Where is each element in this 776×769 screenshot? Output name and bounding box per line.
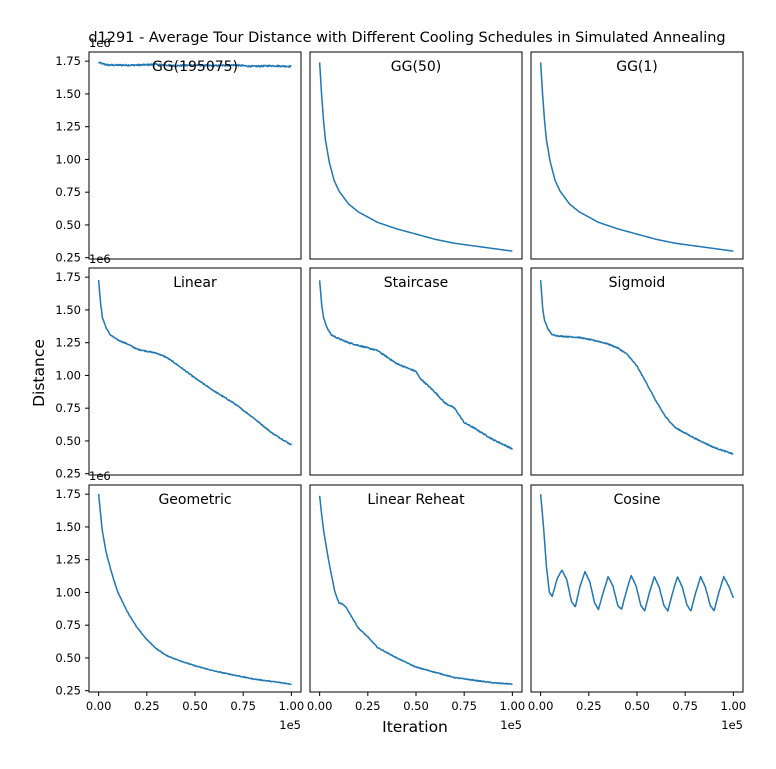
y-tick-label: 1.00 [55,368,81,382]
y-tick-label: 0.75 [55,618,81,632]
x-tick-label: 0.75 [451,699,477,713]
x-tick-label: 1.00 [500,699,526,713]
x-tick-label: 0.50 [624,699,650,713]
y-tick-label: 0.50 [55,434,81,448]
panel-geometric: Geometric 0.25 0.50 0.75 1.00 1.25 1.50 1.75 1e6… [55,469,304,732]
panel-title: GG(195075) [152,59,238,75]
series-line-gg-1 [539,62,734,252]
y-offset-label: 1e6 [89,469,111,483]
panel-title: Linear Reheat [367,492,465,508]
figure-title: d1291 - Average Tour Distance with Diffe… [88,30,725,46]
y-tick-label: 1.50 [55,520,81,534]
x-tick-label: 0.00 [528,699,554,713]
y-tick-label: 1.75 [55,54,81,68]
panel-linear: Linear 0.25 0.50 0.75 1.00 1.25 1.50 1.75 1e6 [55,252,302,481]
y-tick-label: 0.50 [55,218,81,232]
panel-frame [530,51,744,260]
x-offset-label: 1e5 [721,718,743,732]
series-line-geometric [97,493,292,686]
y-tick-label: 1.50 [55,87,81,101]
y-tick-label: 0.50 [55,651,81,665]
x-tick-label: 0.00 [307,699,333,713]
y-tick-label: 1.75 [55,270,81,284]
y-tick-label: 0.75 [55,401,81,415]
y-tick-label: 0.25 [55,467,81,481]
x-tick-label: 0.50 [182,699,208,713]
x-tick-label: 0.75 [230,699,256,713]
x-tick-label: 0.25 [134,699,160,713]
y-tick-label: 1.00 [55,152,81,166]
x-tick-label: 1.00 [279,699,305,713]
series-line-gg-195075 [98,61,292,68]
y-tick-label: 1.75 [55,487,81,501]
panel-frame [88,51,302,260]
panel-linear-reheat: Linear Reheat 0.00 0.25 0.50 0.75 1.00 1e5 [307,484,526,732]
series-line-staircase [318,280,514,450]
panel-title: GG(50) [391,59,441,75]
series-line-linear-reheat [318,495,513,686]
series-line-sigmoid [539,279,734,455]
panel-frame [309,267,523,476]
y-tick-label: 1.25 [55,336,81,350]
y-tick-label: 0.75 [55,185,81,199]
series-line-cosine [539,494,735,612]
panel-frame [309,51,523,260]
y-offset-label: 1e6 [89,36,111,50]
y-tick-label: 1.50 [55,303,81,317]
series-line-gg-50 [318,62,513,252]
panel-frame [530,267,744,476]
panel-title: GG(1) [616,59,658,75]
x-tick-label: 0.75 [672,699,698,713]
panel-title: Sigmoid [609,275,666,291]
x-tick-label: 0.00 [86,699,112,713]
y-tick-label: 1.00 [55,585,81,599]
x-tick-label: 0.25 [355,699,381,713]
panel-staircase: Staircase [309,267,523,476]
y-tick-label: 1.25 [55,553,81,567]
panel-title: Staircase [384,275,448,291]
series-line-linear [97,280,293,446]
panel-title: Cosine [613,492,660,508]
panel-gg-50: GG(50) [309,51,523,260]
panel-gg-1: GG(1) [530,51,744,260]
x-tick-label: 0.25 [576,699,602,713]
panels-group: GG(195075) 0.25 0.50 0.75 1.00 1.25 1.50 1.75 1e… [55,36,746,732]
panel-title: Geometric [158,492,231,508]
x-tick-label: 0.50 [403,699,429,713]
panel-gg-195075: GG(195075) 0.25 0.50 0.75 1.00 1.25 1.50 1.75 1e… [55,36,302,265]
x-axis-label: Iteration [382,718,448,736]
x-offset-label: 1e5 [500,718,522,732]
panel-frame [88,267,302,476]
x-offset-label: 1e5 [279,718,301,732]
panel-title: Linear [173,275,217,291]
x-tick-label: 1.00 [721,699,747,713]
y-tick-label: 1.25 [55,120,81,134]
y-axis-label: Distance [30,339,48,407]
panel-cosine: Cosine 0.00 0.25 0.50 0.75 1.00 1e5 [528,484,747,732]
y-offset-label: 1e6 [89,252,111,266]
panel-sigmoid: Sigmoid [530,267,744,476]
y-tick-label: 0.25 [55,251,81,265]
y-tick-label: 0.25 [55,684,81,698]
